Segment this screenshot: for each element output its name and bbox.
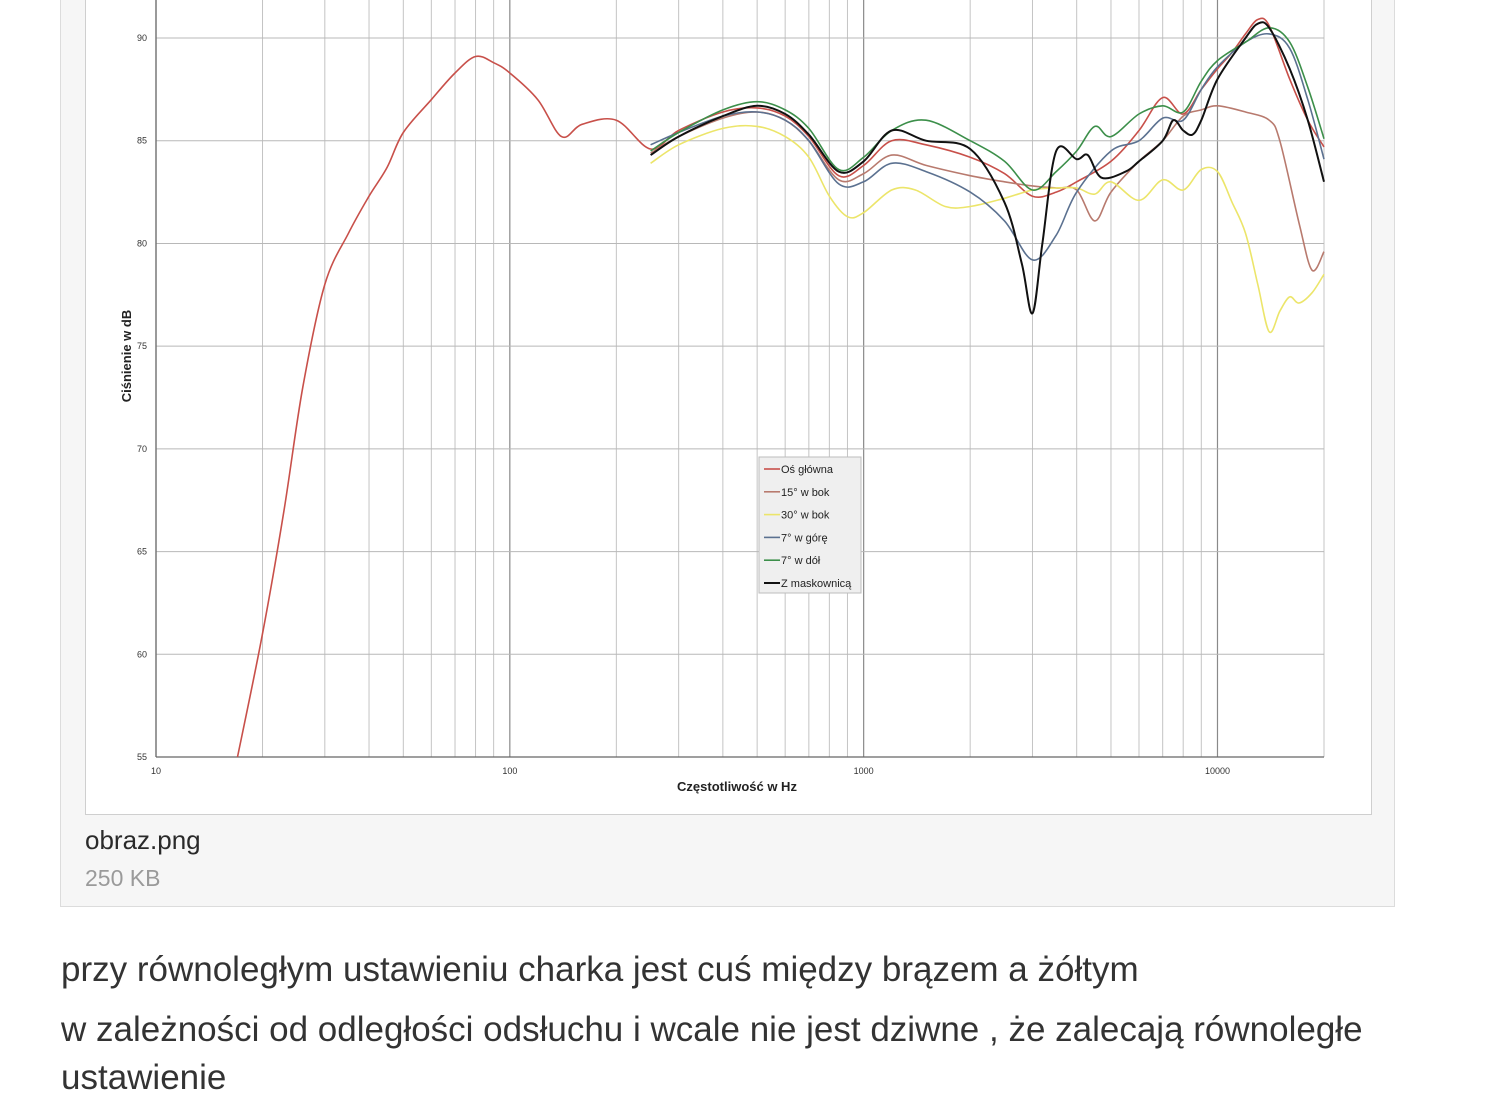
y-tick-label: 55 <box>137 752 147 762</box>
y-tick-label: 70 <box>137 444 147 454</box>
legend-label: 30° w bok <box>781 510 830 522</box>
y-tick-label: 65 <box>137 547 147 557</box>
y-tick-label: 60 <box>137 649 147 659</box>
legend-label: 15° w bok <box>781 487 830 499</box>
chart-grid <box>155 0 1325 758</box>
legend-label: 7° w górę <box>781 532 828 544</box>
legend-box <box>758 456 862 594</box>
x-axis-label: Częstotliwość w Hz <box>677 779 797 794</box>
chart-series <box>236 17 1325 758</box>
x-tick-label: 100 <box>502 766 517 776</box>
y-tick-label: 90 <box>137 33 147 43</box>
series-line-1 <box>236 17 1325 758</box>
series-line-6 <box>650 21 1325 315</box>
legend-label: Z maskownicą <box>781 578 852 590</box>
x-tick-label: 1000 <box>854 766 874 776</box>
series-line-3 <box>650 124 1325 334</box>
series-line-2 <box>650 104 1325 272</box>
chart-legend: Oś główna 15° w bok 30° w bok 7° w górę 7° w… <box>758 456 862 594</box>
y-axis-label: Ciśnienie w dB <box>119 310 134 402</box>
message-text-2: w zależności od odległości odsłuchu i wc… <box>61 1010 1363 1097</box>
y-tick-label: 80 <box>137 238 147 248</box>
legend-label: 7° w dół <box>781 555 821 567</box>
chart-image[interactable]: 55 60 65 70 75 80 85 90 10 100 1000 10000 Częstotli… <box>85 0 1372 815</box>
attachment-file-size: 250 KB <box>85 865 161 891</box>
frequency-response-chart: 55 60 65 70 75 80 85 90 10 100 1000 10000 Częstotli… <box>119 0 1325 794</box>
series-line-5 <box>650 27 1325 191</box>
y-tick-label: 75 <box>137 341 147 351</box>
legend-label: Oś główna <box>781 464 834 476</box>
x-tick-label: 10000 <box>1205 766 1230 776</box>
attachment-file-name: obraz.png <box>85 825 201 855</box>
chart-ticks: 55 60 65 70 75 80 85 90 10 100 1000 10000 <box>137 33 1230 776</box>
series-line-4 <box>650 32 1325 261</box>
image-attachment[interactable]: 55 60 65 70 75 80 85 90 10 100 1000 10000 Częstotli… <box>60 0 1395 907</box>
message-text-1: przy równoległym ustawieniu charka jest … <box>61 950 1139 989</box>
x-tick-label: 10 <box>151 766 161 776</box>
y-tick-label: 85 <box>137 136 147 146</box>
